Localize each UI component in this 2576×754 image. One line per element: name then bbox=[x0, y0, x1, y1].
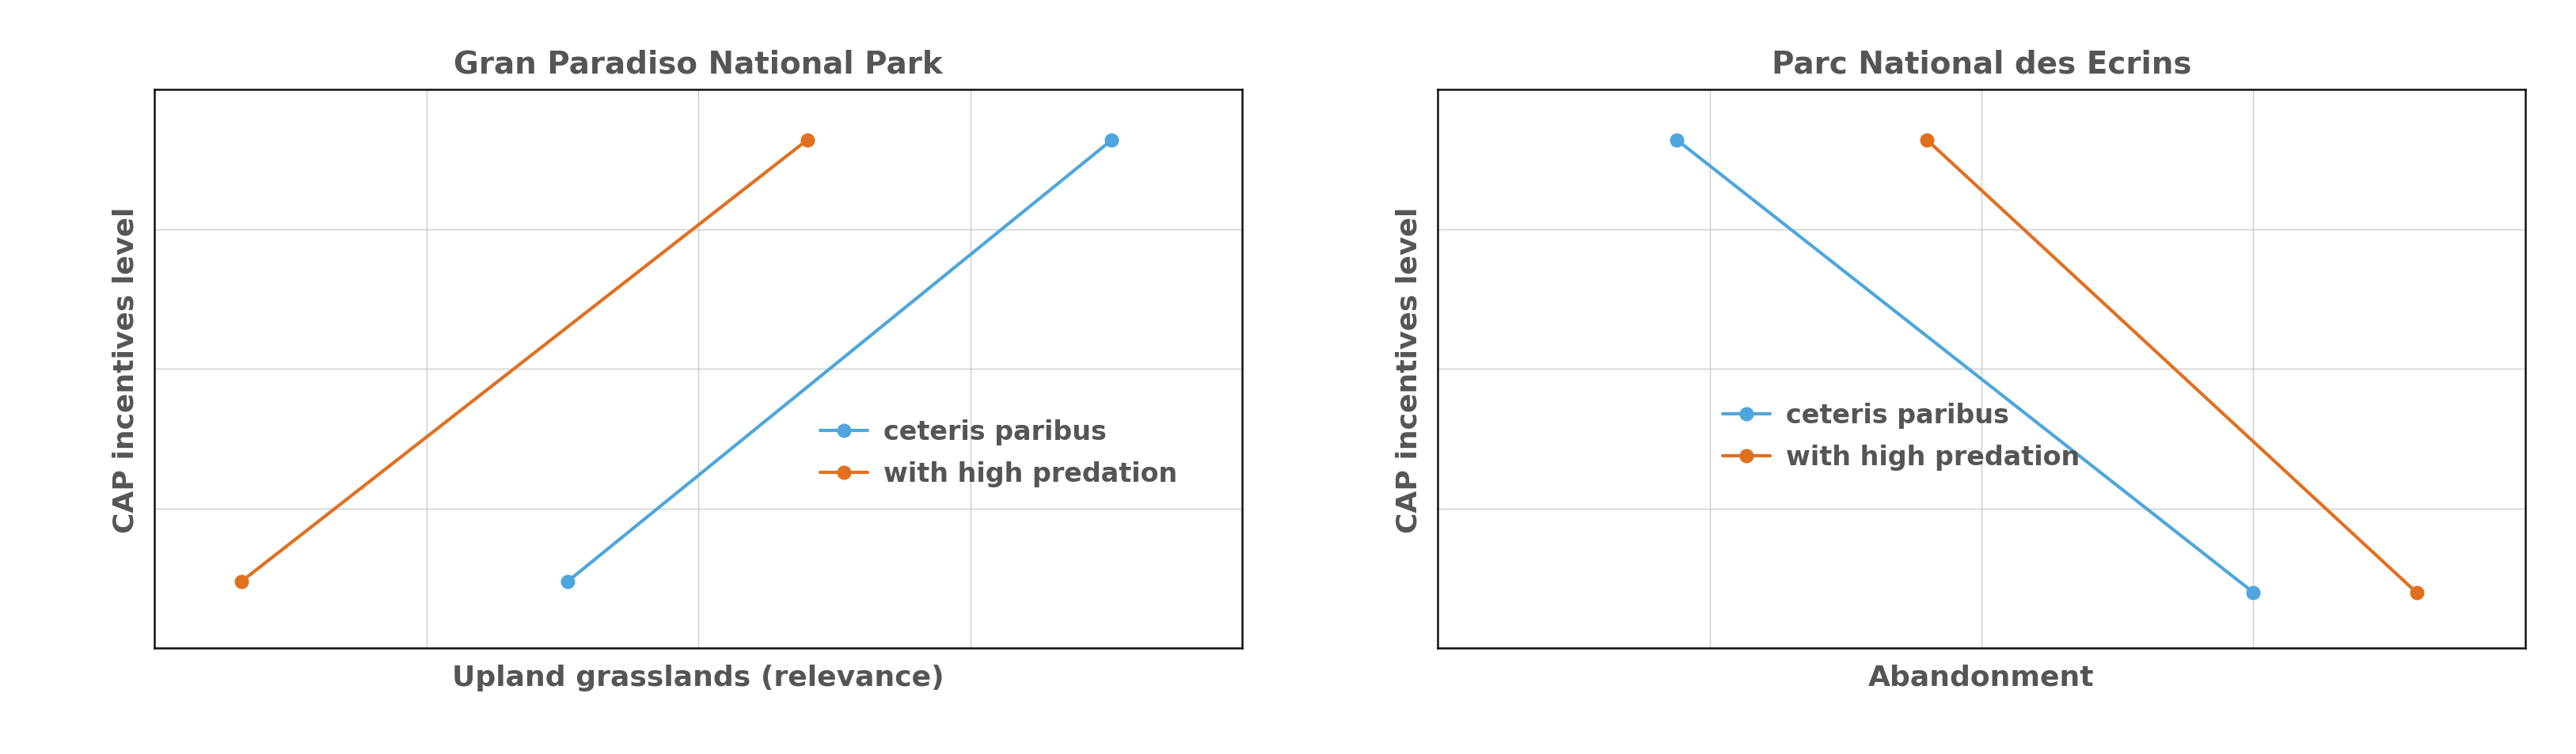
ceteris paribus bbox=[1095, 136, 1126, 146]
Y-axis label: CAP incentives level: CAP incentives level bbox=[113, 207, 139, 532]
X-axis label: Abandonment: Abandonment bbox=[1868, 664, 2094, 691]
ceteris paribus bbox=[551, 577, 582, 586]
Title: Parc National des Ecrins: Parc National des Ecrins bbox=[1772, 49, 2190, 79]
with high predation bbox=[227, 577, 258, 586]
Line: ceteris paribus: ceteris paribus bbox=[562, 134, 1118, 588]
X-axis label: Upland grasslands (relevance): Upland grasslands (relevance) bbox=[453, 664, 943, 691]
Legend: ceteris paribus, with high predation: ceteris paribus, with high predation bbox=[819, 419, 1177, 487]
with high predation bbox=[791, 136, 822, 146]
Title: Gran Paradiso National Park: Gran Paradiso National Park bbox=[453, 49, 943, 79]
Legend: ceteris paribus, with high predation: ceteris paribus, with high predation bbox=[1723, 403, 2079, 470]
Y-axis label: CAP incentives level: CAP incentives level bbox=[1396, 207, 1422, 532]
Line: with high predation: with high predation bbox=[234, 134, 814, 588]
